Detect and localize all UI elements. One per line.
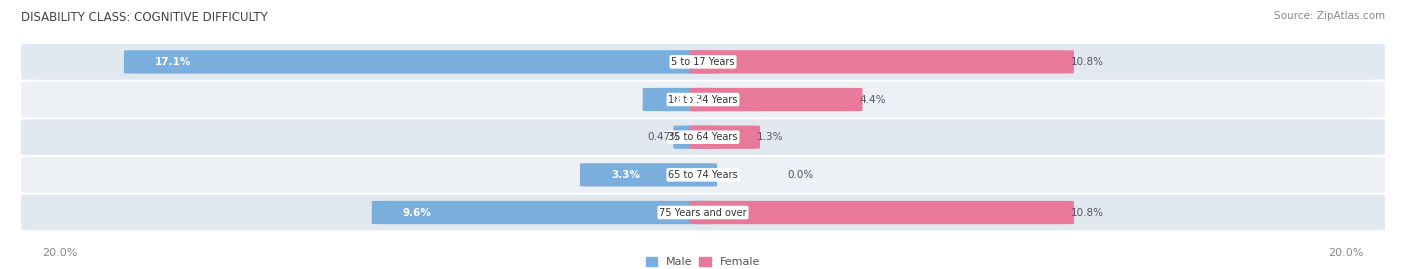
Text: 10.8%: 10.8%: [1071, 207, 1104, 218]
FancyBboxPatch shape: [673, 126, 717, 149]
FancyBboxPatch shape: [643, 88, 717, 111]
Text: 3.3%: 3.3%: [610, 170, 640, 180]
Text: 0.0%: 0.0%: [787, 170, 814, 180]
FancyBboxPatch shape: [21, 157, 1385, 193]
Text: 65 to 74 Years: 65 to 74 Years: [668, 170, 738, 180]
FancyBboxPatch shape: [689, 88, 862, 111]
FancyBboxPatch shape: [124, 50, 717, 73]
Text: 9.6%: 9.6%: [402, 207, 432, 218]
FancyBboxPatch shape: [21, 82, 1385, 118]
Text: 20.0%: 20.0%: [1329, 248, 1364, 258]
Text: 5 to 17 Years: 5 to 17 Years: [671, 57, 735, 67]
Text: 75 Years and over: 75 Years and over: [659, 207, 747, 218]
Text: 1.3%: 1.3%: [758, 132, 783, 142]
Text: Source: ZipAtlas.com: Source: ZipAtlas.com: [1274, 11, 1385, 21]
FancyBboxPatch shape: [689, 201, 1074, 224]
Text: 1.4%: 1.4%: [673, 94, 703, 105]
FancyBboxPatch shape: [579, 163, 717, 186]
Legend: Male, Female: Male, Female: [647, 257, 759, 267]
Text: 18 to 34 Years: 18 to 34 Years: [668, 94, 738, 105]
FancyBboxPatch shape: [689, 50, 1074, 73]
FancyBboxPatch shape: [21, 195, 1385, 230]
Text: 4.4%: 4.4%: [859, 94, 886, 105]
FancyBboxPatch shape: [21, 44, 1385, 80]
Text: 20.0%: 20.0%: [42, 248, 77, 258]
Text: 10.8%: 10.8%: [1071, 57, 1104, 67]
Text: 17.1%: 17.1%: [155, 57, 191, 67]
Text: 0.47%: 0.47%: [647, 132, 681, 142]
FancyBboxPatch shape: [21, 119, 1385, 155]
Text: 35 to 64 Years: 35 to 64 Years: [668, 132, 738, 142]
FancyBboxPatch shape: [689, 126, 761, 149]
FancyBboxPatch shape: [371, 201, 717, 224]
Text: DISABILITY CLASS: COGNITIVE DIFFICULTY: DISABILITY CLASS: COGNITIVE DIFFICULTY: [21, 11, 267, 24]
